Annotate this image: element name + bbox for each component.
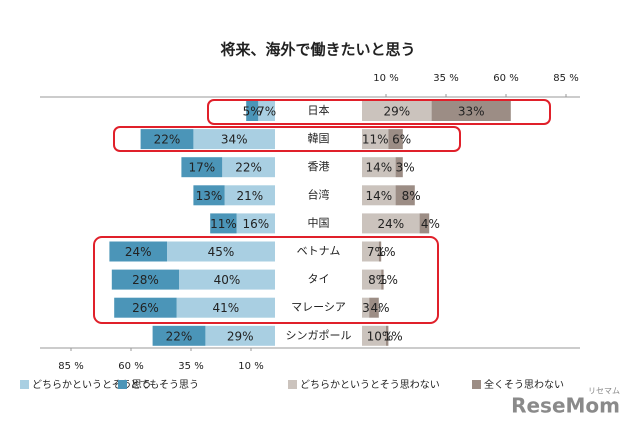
category-label: ベトナム xyxy=(297,245,341,258)
bar-segment xyxy=(362,213,420,234)
x-tick-label: 35 % xyxy=(178,361,203,372)
bar-segment xyxy=(258,101,275,121)
bar-segment xyxy=(152,325,206,346)
bar-segment xyxy=(362,185,396,206)
highlight-box xyxy=(93,236,439,324)
bar-segment xyxy=(167,241,275,262)
value-label: 29% xyxy=(383,105,410,119)
legend-swatch xyxy=(288,380,297,389)
legend-swatch xyxy=(118,380,127,389)
value-label: 14% xyxy=(365,189,392,203)
bar-segment xyxy=(362,297,370,318)
x-tick-label: 35 % xyxy=(433,73,458,84)
value-label: 26% xyxy=(132,301,159,315)
category-label: 台湾 xyxy=(308,187,330,201)
bar-segment xyxy=(193,129,275,150)
bar-segment xyxy=(381,269,384,290)
watermark: ReseMom xyxy=(511,394,620,418)
value-label: 11% xyxy=(362,133,389,147)
bar-segment xyxy=(114,297,177,318)
highlight-box xyxy=(207,99,551,125)
value-label: 29% xyxy=(227,329,254,343)
bar-segment xyxy=(388,129,403,150)
bar-segment xyxy=(362,241,379,262)
x-tick-label: 85 % xyxy=(553,73,578,84)
bar-segment xyxy=(362,325,386,346)
bar-segment xyxy=(111,269,179,290)
bar-segment xyxy=(176,297,275,318)
value-label: 11% xyxy=(210,217,237,231)
bar-segment xyxy=(395,185,415,206)
category-label: マレーシア xyxy=(291,301,346,314)
x-tick-label: 85 % xyxy=(58,361,83,372)
watermark-kana: リセマム xyxy=(588,387,620,396)
x-tick-label: 60 % xyxy=(493,73,518,84)
value-label: 24% xyxy=(125,245,152,259)
bar-segment xyxy=(140,129,194,150)
value-label: 4% xyxy=(370,301,389,315)
legend-swatch xyxy=(472,380,481,389)
value-label: 28% xyxy=(132,273,159,287)
value-label: 4% xyxy=(421,217,440,231)
value-label: 7% xyxy=(257,105,276,119)
value-label: 6% xyxy=(392,133,411,147)
value-label: 17% xyxy=(188,161,215,175)
value-label: 14% xyxy=(365,161,392,175)
bar-segment xyxy=(378,241,382,262)
bar-segment xyxy=(395,157,403,178)
x-tick-label: 10 % xyxy=(373,73,398,84)
value-label: 40% xyxy=(214,273,241,287)
x-tick-label: 10 % xyxy=(238,361,263,372)
bar-segment xyxy=(431,101,511,121)
bar-segment xyxy=(419,213,430,234)
value-label: 22% xyxy=(154,133,181,147)
bar-segment xyxy=(181,157,223,178)
value-label: 33% xyxy=(458,105,485,119)
value-label: 21% xyxy=(236,189,263,203)
value-label: 1% xyxy=(379,273,398,287)
value-label: 1% xyxy=(376,245,395,259)
value-label: 22% xyxy=(166,329,193,343)
bar-segment xyxy=(179,269,275,290)
bar-segment xyxy=(224,185,275,206)
category-label: 日本 xyxy=(308,103,330,117)
value-label: 1% xyxy=(384,329,403,343)
legend-label: 全くそう思わない xyxy=(484,378,564,391)
value-label: 3% xyxy=(396,161,415,175)
category-label: 香港 xyxy=(308,160,330,173)
legend-label: どちらかというとそう思わない xyxy=(300,379,440,391)
bar-segment xyxy=(236,213,275,234)
x-tick-label: 60 % xyxy=(118,361,143,372)
bar-segment xyxy=(362,101,432,121)
value-label: 24% xyxy=(377,217,404,231)
bar-segment xyxy=(369,297,379,318)
bar-segment xyxy=(205,325,275,346)
bar-segment xyxy=(362,157,396,178)
bar-segment xyxy=(362,269,382,290)
bar-segment xyxy=(193,185,225,206)
legend-label: とてもそう思う xyxy=(130,379,199,391)
highlight-box xyxy=(113,126,461,152)
category-label: 韓国 xyxy=(308,132,330,145)
bar-segment xyxy=(210,213,237,234)
bar-segment xyxy=(222,157,275,178)
value-label: 16% xyxy=(242,217,269,231)
value-label: 41% xyxy=(212,301,239,315)
category-label: シンガポール xyxy=(286,329,352,342)
legend-swatch xyxy=(20,380,29,389)
category-label: 中国 xyxy=(308,216,330,229)
bar-segment xyxy=(386,325,389,346)
value-label: 34% xyxy=(221,133,248,147)
bar-segment xyxy=(246,101,259,121)
bar-segment xyxy=(109,241,167,262)
value-label: 5% xyxy=(243,105,262,119)
value-label: 8% xyxy=(402,189,421,203)
chart-title: 将来、海外で働きたいと思う xyxy=(220,41,415,59)
value-label: 22% xyxy=(235,161,262,175)
bar-segment xyxy=(362,129,389,150)
value-label: 45% xyxy=(208,245,235,259)
value-label: 13% xyxy=(196,189,223,203)
category-label: タイ xyxy=(308,273,330,286)
